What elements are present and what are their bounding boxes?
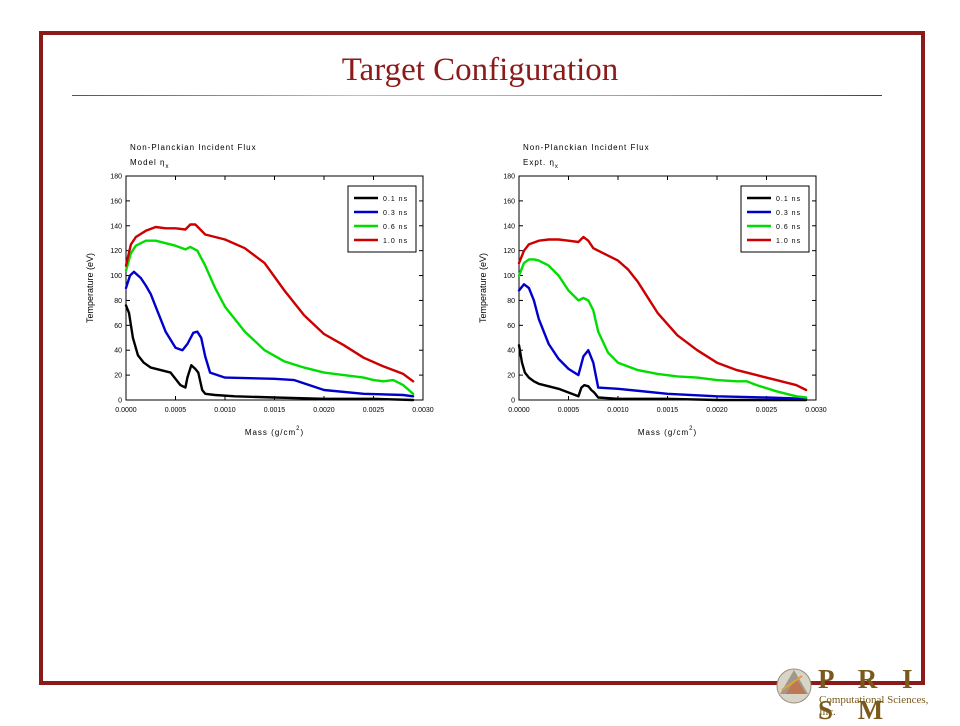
legend-label: 0.1 ns xyxy=(776,196,801,203)
x-tick-label: 0.0005 xyxy=(558,407,580,414)
y-tick-label: 0 xyxy=(511,398,515,405)
y-tick-label: 180 xyxy=(110,174,122,181)
series-line-01ns xyxy=(124,304,415,402)
chart-1: Non-Planckian Incident Flux Model ηx 0 20 40… xyxy=(85,143,434,437)
y-tick-label: 120 xyxy=(503,248,515,255)
x-tick-label: 0.0010 xyxy=(214,407,236,414)
prism-logo-mark-icon xyxy=(776,668,812,704)
chart-subtitle-subscript: x xyxy=(165,164,169,170)
y-tick-label: 100 xyxy=(503,273,515,280)
x-axis-label-superscript: 2 xyxy=(296,426,300,432)
x-axis-label: Mass (g/cm2) xyxy=(245,426,304,437)
chart-title: Non-Planckian Incident Flux xyxy=(523,143,650,152)
y-tick-label: 0 xyxy=(118,398,122,405)
y-tick-label: 180 xyxy=(503,174,515,181)
chart-subtitle: Model ηx xyxy=(130,158,169,170)
title-divider xyxy=(72,95,882,96)
y-axis-label: Temperature (eV) xyxy=(478,253,488,323)
y-tick-label: 20 xyxy=(507,373,515,380)
legend-label: 0.1 ns xyxy=(383,196,408,203)
x-tick-label: 0.0000 xyxy=(115,407,137,414)
x-axis-label: Mass (g/cm2) xyxy=(638,426,697,437)
series-line-01ns xyxy=(517,344,808,402)
x-tick-label: 0.0030 xyxy=(805,407,827,414)
series-line-06ns xyxy=(517,258,808,399)
y-tick-label: 60 xyxy=(114,323,122,330)
y-tick-label: 40 xyxy=(114,348,122,355)
series-line-03ns xyxy=(517,283,808,400)
x-tick-label: 0.0015 xyxy=(264,407,286,414)
legend-label: 1.0 ns xyxy=(383,238,408,245)
y-tick-label: 140 xyxy=(503,223,515,230)
y-tick-label: 20 xyxy=(114,373,122,380)
legend-label: 0.6 ns xyxy=(383,224,408,231)
legend-label: 0.3 ns xyxy=(383,210,408,217)
x-axis-label-superscript: 2 xyxy=(689,426,693,432)
legend-label: 0.3 ns xyxy=(776,210,801,217)
x-axis-label-close: ) xyxy=(694,428,698,437)
y-tick-label: 80 xyxy=(507,298,515,305)
x-tick-label: 0.0010 xyxy=(607,407,629,414)
series-line-10ns xyxy=(517,235,808,392)
x-tick-label: 0.0025 xyxy=(756,407,778,414)
chart-title: Non-Planckian Incident Flux xyxy=(130,143,257,152)
y-tick-label: 80 xyxy=(114,298,122,305)
x-tick-label: 0.0000 xyxy=(508,407,530,414)
slide-frame xyxy=(39,31,925,685)
series-line-06ns xyxy=(124,239,415,395)
legend-label: 0.6 ns xyxy=(776,224,801,231)
prism-logo: P R I S M Computational Sciences, Inc. xyxy=(770,664,940,725)
chart-subtitle-subscript: x xyxy=(555,164,559,170)
y-tick-label: 140 xyxy=(110,223,122,230)
series-line-10ns xyxy=(124,223,415,383)
y-tick-label: 60 xyxy=(507,323,515,330)
chart-2: Non-Planckian Incident Flux Expt. ηx 0 20 40… xyxy=(478,143,827,437)
y-tick-label: 100 xyxy=(110,273,122,280)
slide-title: Target Configuration xyxy=(341,52,619,88)
x-tick-label: 0.0030 xyxy=(412,407,434,414)
y-tick-label: 160 xyxy=(110,198,122,205)
x-tick-label: 0.0020 xyxy=(706,407,728,414)
x-tick-label: 0.0025 xyxy=(363,407,385,414)
y-axis-label: Temperature (eV) xyxy=(85,253,95,323)
y-tick-label: 40 xyxy=(507,348,515,355)
chart-subtitle: Expt. ηx xyxy=(523,158,559,170)
x-tick-label: 0.0015 xyxy=(657,407,679,414)
y-tick-label: 160 xyxy=(503,198,515,205)
legend-label: 1.0 ns xyxy=(776,238,801,245)
x-tick-label: 0.0005 xyxy=(165,407,187,414)
series-line-03ns xyxy=(124,270,415,398)
x-tick-label: 0.0020 xyxy=(313,407,335,414)
x-axis-label-close: ) xyxy=(301,428,305,437)
logo-subtitle: Computational Sciences, Inc. xyxy=(819,694,929,718)
y-tick-label: 120 xyxy=(110,248,122,255)
